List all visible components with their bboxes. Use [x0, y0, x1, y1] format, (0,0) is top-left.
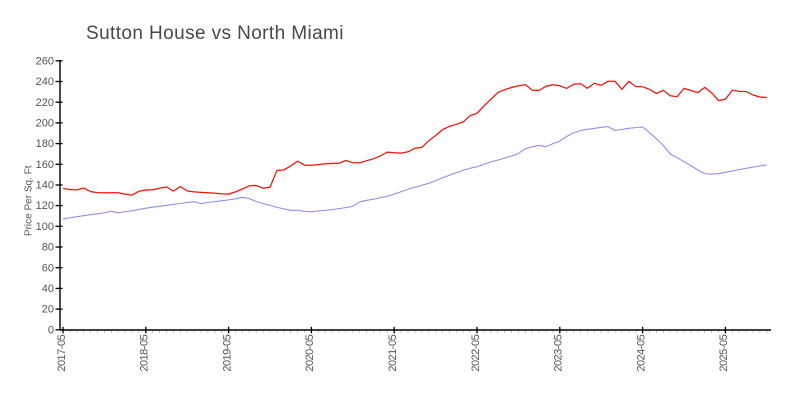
- svg-text:2022-05: 2022-05: [470, 334, 482, 371]
- svg-text:2018-05: 2018-05: [139, 334, 151, 371]
- svg-text:2023-05: 2023-05: [553, 334, 565, 371]
- svg-text:2020-05: 2020-05: [304, 334, 316, 371]
- svg-text:220: 220: [36, 97, 54, 109]
- svg-text:60: 60: [42, 262, 54, 274]
- svg-text:240: 240: [36, 76, 54, 88]
- svg-text:140: 140: [36, 180, 54, 192]
- svg-text:2017-05: 2017-05: [56, 334, 68, 371]
- svg-text:2019-05: 2019-05: [221, 334, 233, 371]
- svg-text:160: 160: [36, 159, 54, 171]
- svg-text:20: 20: [42, 304, 54, 316]
- svg-text:Price Per Sq. Ft: Price Per Sq. Ft: [24, 165, 35, 236]
- svg-text:80: 80: [42, 242, 54, 254]
- svg-text:2024-05: 2024-05: [635, 334, 647, 371]
- svg-text:0: 0: [48, 324, 54, 336]
- svg-text:120: 120: [36, 200, 54, 212]
- svg-text:100: 100: [36, 221, 54, 233]
- svg-text:180: 180: [36, 138, 54, 150]
- svg-text:2021-05: 2021-05: [387, 334, 399, 371]
- svg-text:260: 260: [36, 55, 54, 67]
- svg-text:2025-05: 2025-05: [718, 334, 730, 371]
- svg-text:40: 40: [42, 283, 54, 295]
- svg-text:200: 200: [36, 118, 54, 130]
- svg-text:Sutton House vs North Miami: Sutton House vs North Miami: [86, 23, 344, 44]
